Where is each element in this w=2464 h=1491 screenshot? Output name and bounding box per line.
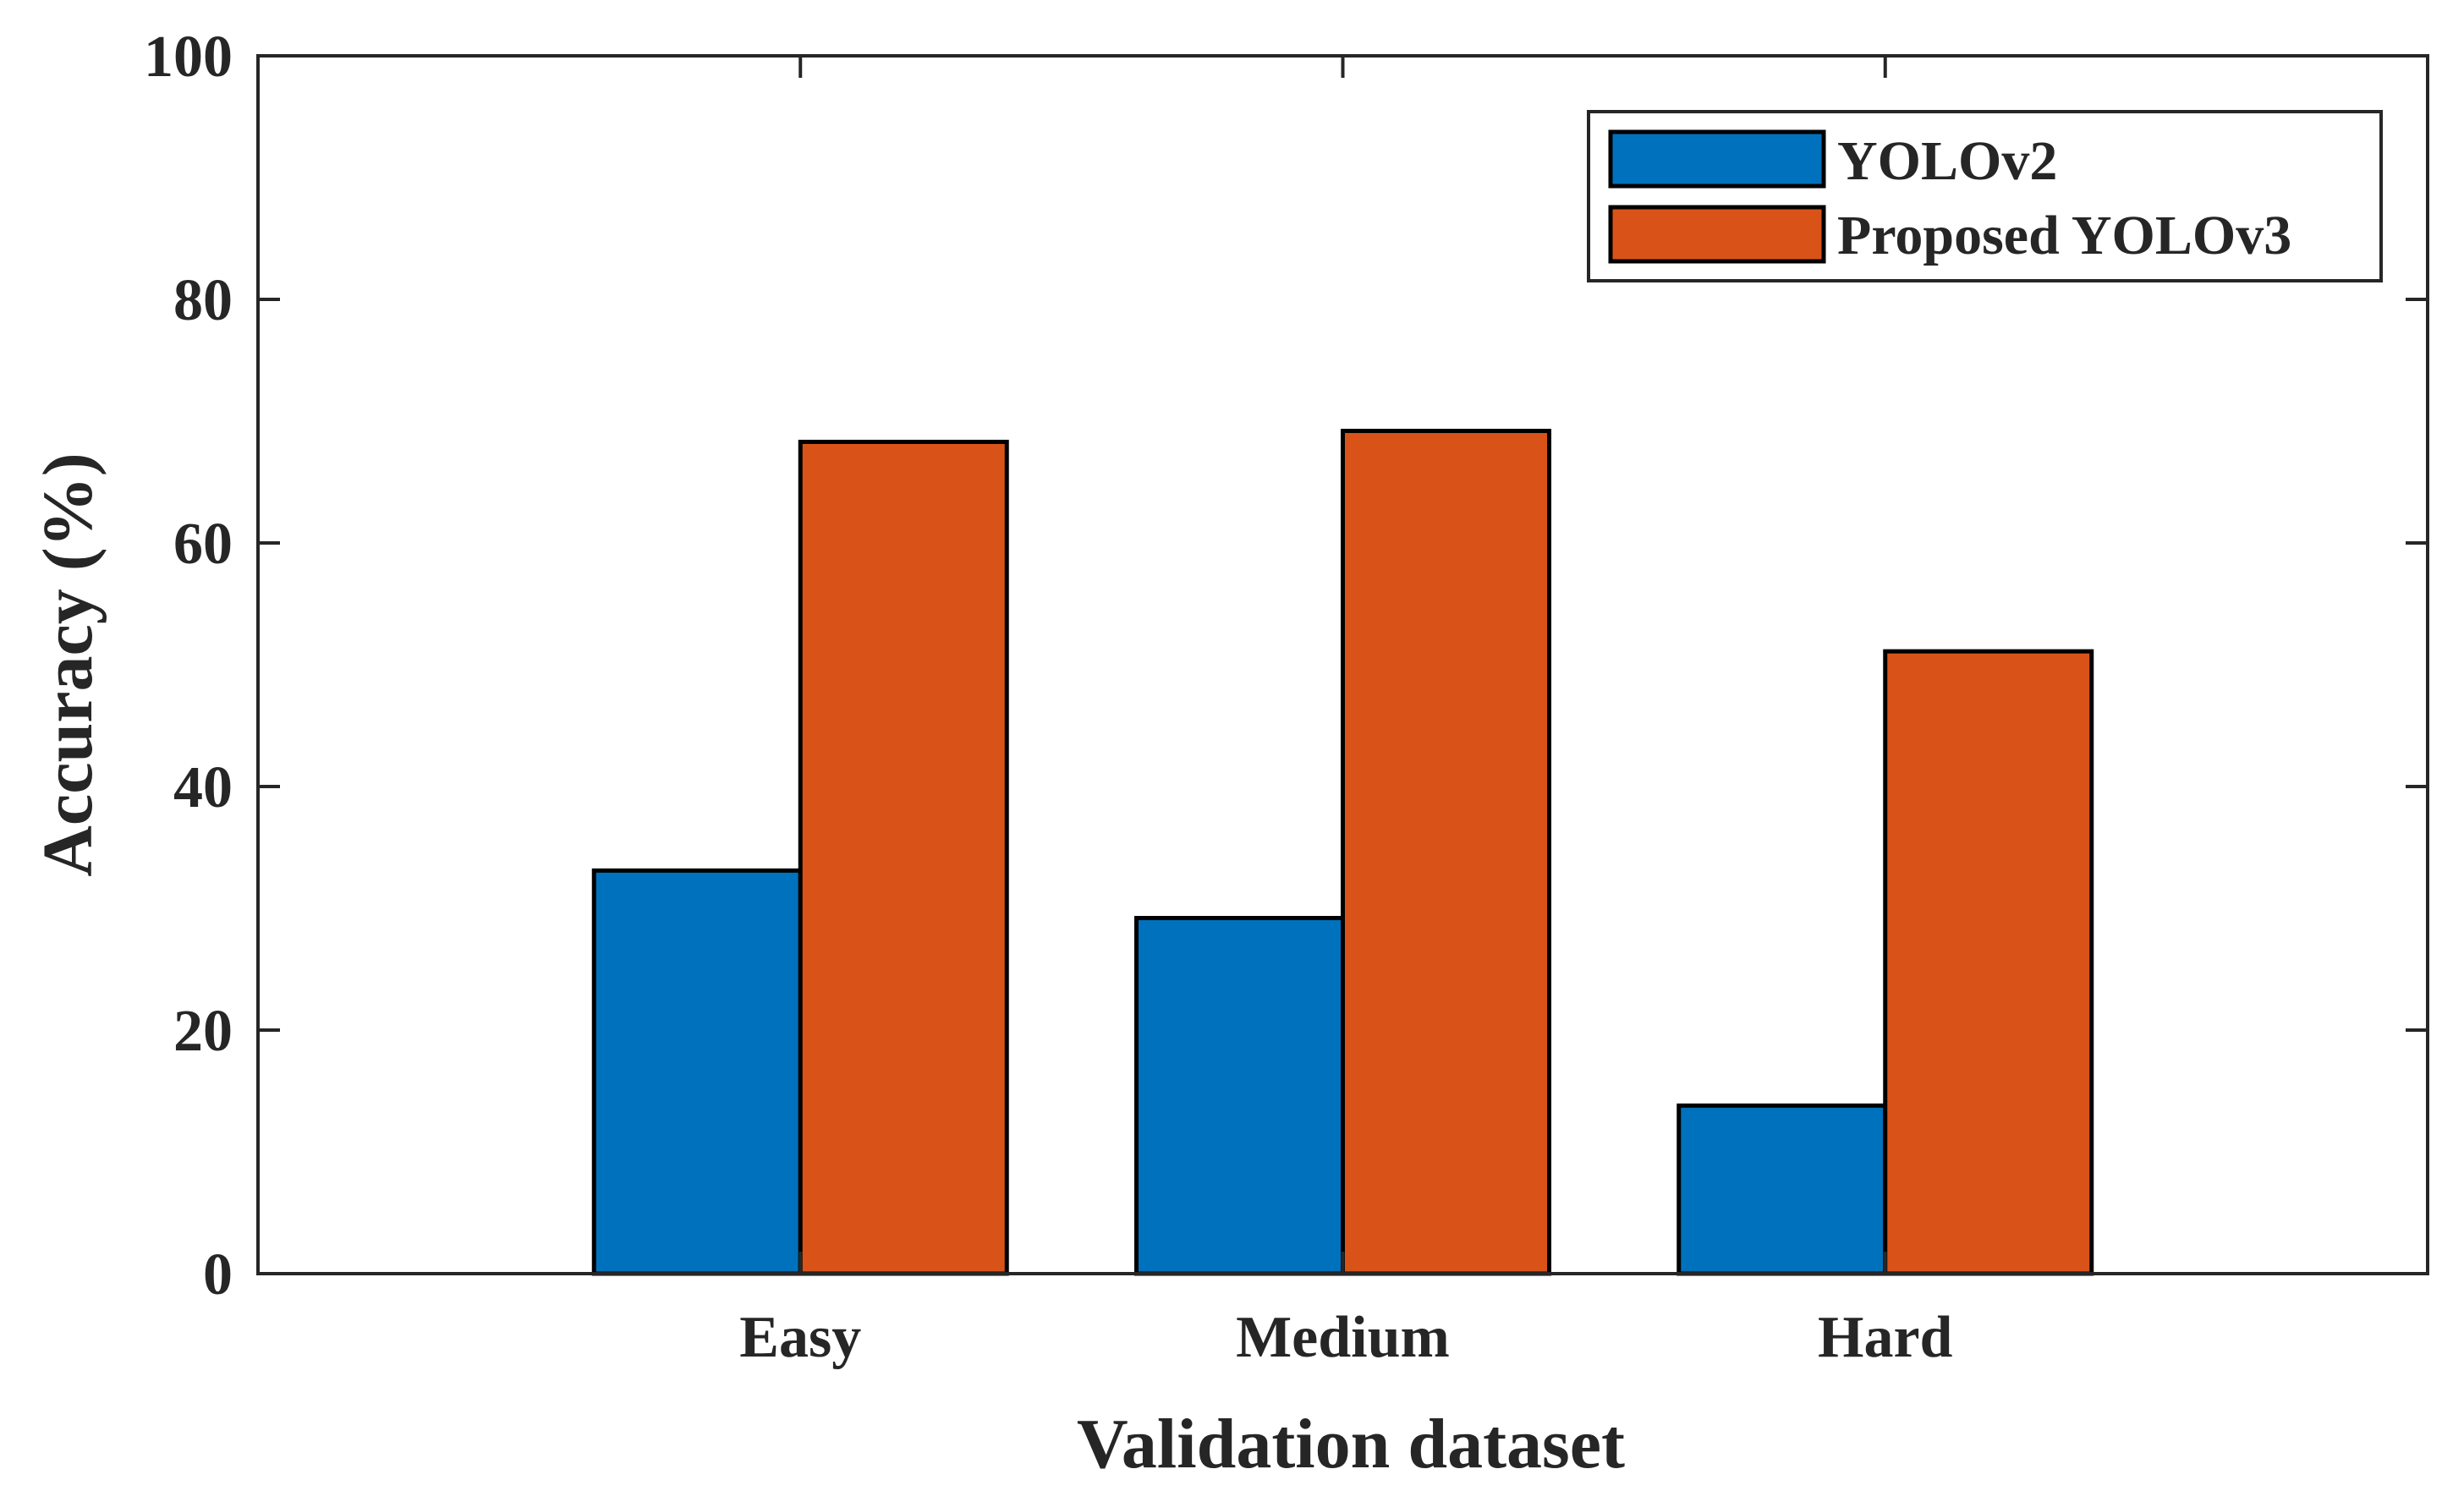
bar-yolov2-hard	[1677, 1103, 1888, 1276]
legend-swatch-proposed-yolov3	[1608, 205, 1826, 264]
bar-proposed-yolov3-easy	[798, 439, 1009, 1276]
legend: YOLOv2 Proposed YOLOv3	[1587, 110, 2383, 282]
x-tick-label-medium: Medium	[1236, 1305, 1450, 1370]
plot-frame	[256, 54, 2429, 1275]
y-tick-label-60: 60	[173, 512, 233, 577]
bars-group	[591, 429, 2094, 1276]
legend-label-proposed-yolov3: Proposed YOLOv3	[1837, 205, 2291, 266]
y-tick-label-100: 100	[144, 25, 233, 90]
legend-label-yolov2: YOLOv2	[1837, 130, 2057, 192]
x-axis-title: Validation dataset	[1077, 1405, 1625, 1483]
x-tick-labels: Easy Medium Hard	[739, 1305, 1952, 1370]
y-tick-label-80: 80	[173, 268, 233, 333]
y-tick-labels: 0 20 40 60 80 100	[144, 25, 233, 1307]
x-tick-label-easy: Easy	[739, 1305, 861, 1370]
y-tick-label-0: 0	[203, 1242, 233, 1307]
y-axis-title: Accuracy (%)	[29, 452, 107, 876]
y-tick-label-20: 20	[173, 999, 233, 1064]
bar-yolov2-medium	[1134, 916, 1345, 1276]
bar-proposed-yolov3-hard	[1883, 649, 2094, 1276]
legend-swatch-yolov2	[1608, 129, 1826, 189]
bar-yolov2-easy	[591, 868, 803, 1276]
bar-proposed-yolov3-medium	[1341, 429, 1551, 1276]
y-tick-label-40: 40	[173, 755, 233, 820]
x-tick-label-hard: Hard	[1818, 1305, 1953, 1370]
